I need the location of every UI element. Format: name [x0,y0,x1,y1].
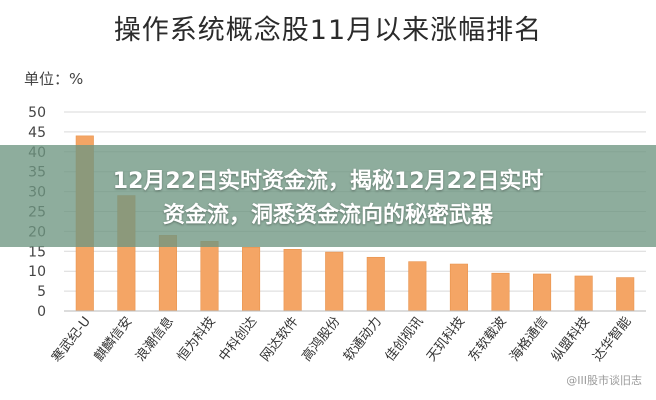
x-tick-label: 东软载波 [466,314,510,364]
x-tick-label: 佳创视讯 [383,314,427,364]
y-tick-label: 50 [28,105,46,121]
bar [533,273,552,312]
x-tick-label: 达华智能 [591,314,635,364]
y-tick-label: 15 [28,244,46,260]
bar [200,241,219,312]
x-tick-label: 高鸿股份 [299,314,344,365]
x-tick-label: 软通动力 [341,314,385,364]
bar [366,256,385,312]
x-tick-label: 寒武纪-U [49,314,94,366]
headline-line-1: 12月22日实时资金流，揭秘12月22日实时 [112,169,544,194]
x-axis-labels: 寒武纪-U麒麟信安浪潮信息恒为科技中科创达网达软件高鸿股份软通动力佳创视讯天玑科… [49,314,635,366]
chart-title: 操作系统概念股11月以来涨幅排名 [113,15,543,46]
x-tick-label: 浪潮信息 [132,314,177,365]
x-tick-label: 恒为科技 [175,314,219,364]
bar [325,251,344,312]
bar [242,247,261,312]
x-tick-label: 天玑科技 [424,314,468,364]
y-tick-label: 0 [37,304,46,320]
x-tick-label: 麒麟信安 [91,314,136,365]
watermark: @III股市谈旧志 [566,374,642,387]
x-tick-label: 海格通信 [507,314,552,365]
bar [408,261,427,312]
x-tick-label: 纵盟科技 [549,314,593,364]
bar [283,249,302,312]
headline-text: 12月22日实时资金流，揭秘12月22日实时 资金流，洞悉资金流向的秘密武器 [20,165,636,233]
y-tick-label: 10 [28,264,46,280]
x-tick-label: 网达软件 [258,314,302,364]
bar [449,263,468,312]
y-tick-label: 45 [28,125,46,141]
bar [491,272,510,312]
bar [616,277,635,312]
unit-label: 单位：% [24,70,84,88]
x-tick-label: 中科创达 [216,314,260,364]
headline-banner: 12月22日实时资金流，揭秘12月22日实时 资金流，洞悉资金流向的秘密武器 [0,145,656,247]
y-tick-label: 5 [37,284,46,300]
headline-line-2: 资金流，洞悉资金流向的秘密武器 [162,203,493,228]
bar [574,275,593,312]
